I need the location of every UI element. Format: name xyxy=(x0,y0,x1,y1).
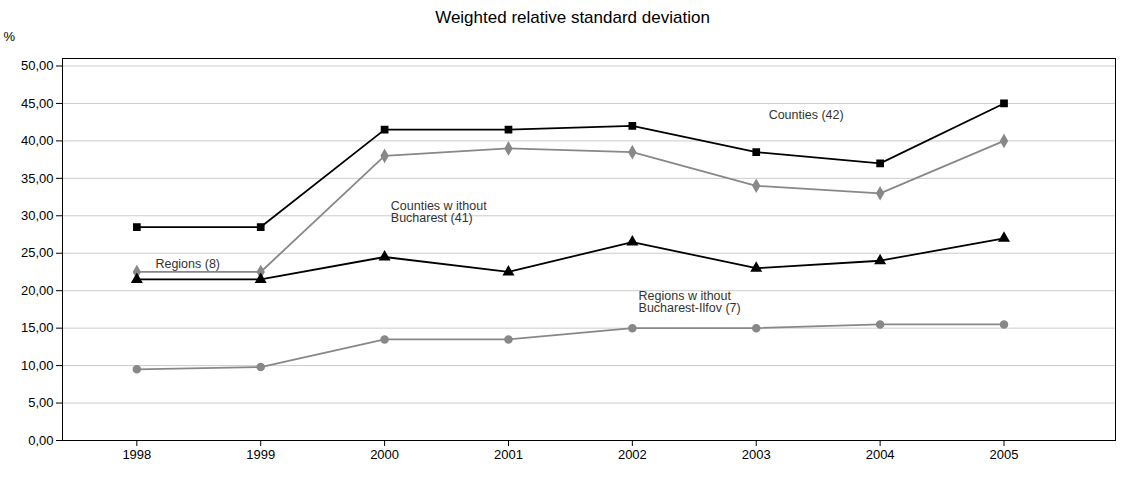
svg-text:2002: 2002 xyxy=(618,447,647,462)
svg-text:5,00: 5,00 xyxy=(28,395,53,410)
svg-text:1999: 1999 xyxy=(246,447,275,462)
svg-text:2001: 2001 xyxy=(494,447,523,462)
svg-text:1998: 1998 xyxy=(122,447,151,462)
svg-text:%: % xyxy=(4,29,16,44)
html-text:Weighted relative standard dev: Weighted relative standard deviation xyxy=(435,8,710,27)
svg-text:Regions (8): Regions (8) xyxy=(155,257,220,271)
svg-text:Counties w ithoutBucharest (41: Counties w ithoutBucharest (41) xyxy=(391,199,487,226)
svg-text:40,00: 40,00 xyxy=(21,133,54,148)
svg-text:2005: 2005 xyxy=(990,447,1019,462)
svg-text:Regions w ithoutBucharest-Ilfo: Regions w ithoutBucharest-Ilfov (7) xyxy=(639,289,741,316)
svg-text:15,00: 15,00 xyxy=(21,320,54,335)
svg-text:0,00: 0,00 xyxy=(28,433,53,448)
svg-text:Counties (42): Counties (42) xyxy=(769,108,844,122)
svg-text:2004: 2004 xyxy=(866,447,895,462)
svg-text:45,00: 45,00 xyxy=(21,96,54,111)
svg-text:2003: 2003 xyxy=(742,447,771,462)
svg-text:35,00: 35,00 xyxy=(21,171,54,186)
svg-text:20,00: 20,00 xyxy=(21,283,54,298)
svg-text:30,00: 30,00 xyxy=(21,208,54,223)
svg-text:50,00: 50,00 xyxy=(21,58,54,73)
svg-text:2000: 2000 xyxy=(370,447,399,462)
svg-text:10,00: 10,00 xyxy=(21,358,54,373)
svg-text:25,00: 25,00 xyxy=(21,245,54,260)
